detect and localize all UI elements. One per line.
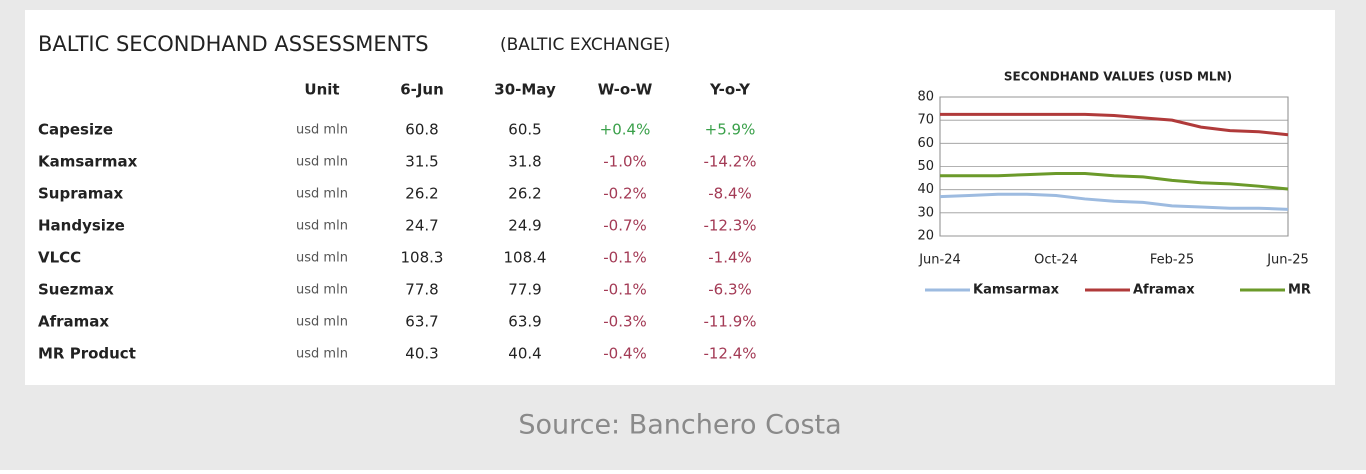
legend-label: Aframax: [1133, 283, 1195, 298]
cell: 60.5: [508, 121, 541, 139]
cell: 40.3: [405, 345, 438, 363]
cell: -0.1%: [603, 281, 647, 299]
row-label: Kamsarmax: [38, 153, 138, 171]
cell: -14.2%: [703, 153, 756, 171]
title: BALTIC SECONDHAND ASSESSMENTS: [38, 32, 429, 56]
cell: +0.4%: [600, 121, 651, 139]
cell: -1.0%: [603, 153, 647, 171]
cell: -0.1%: [603, 249, 647, 267]
cell: 108.4: [504, 249, 547, 267]
column-header: W-o-W: [598, 81, 653, 99]
cell: 31.8: [508, 153, 541, 171]
chart-title: SECONDHAND VALUES (USD MLN): [1004, 70, 1232, 84]
cell: usd mln: [296, 187, 348, 202]
y-tick-label: 50: [917, 159, 934, 174]
cell: 31.5: [405, 153, 438, 171]
cell: 26.2: [508, 185, 541, 203]
cell: -8.4%: [708, 185, 752, 203]
cell: -12.4%: [703, 345, 756, 363]
cell: +5.9%: [705, 121, 756, 139]
legend-label: Kamsarmax: [973, 283, 1060, 298]
y-tick-label: 60: [917, 136, 934, 151]
series-line: [940, 112, 1289, 137]
y-tick-label: 40: [917, 182, 934, 197]
x-tick-label: Feb-25: [1150, 253, 1194, 268]
y-tick-label: 30: [917, 205, 934, 220]
row-label: Handysize: [38, 217, 125, 235]
cell: usd mln: [296, 347, 348, 362]
cell: usd mln: [296, 219, 348, 234]
row-label: Capesize: [38, 121, 113, 139]
cell: -0.3%: [603, 313, 647, 331]
cell: usd mln: [296, 315, 348, 330]
cell: -0.2%: [603, 185, 647, 203]
x-tick-label: Oct-24: [1034, 253, 1078, 268]
cell: -11.9%: [703, 313, 756, 331]
cell: 77.8: [405, 281, 438, 299]
column-header: 6-Jun: [400, 81, 444, 99]
x-tick-label: Jun-24: [918, 253, 961, 268]
legend-label: MR: [1288, 283, 1311, 298]
series-line: [940, 171, 1289, 191]
cell: 40.4: [508, 345, 541, 363]
cell: usd mln: [296, 251, 348, 266]
cell: 24.9: [508, 217, 541, 235]
column-header: 30-May: [494, 81, 556, 99]
y-tick-label: 80: [917, 90, 934, 105]
cell: -1.4%: [708, 249, 752, 267]
row-label: Aframax: [38, 313, 109, 331]
cell: -6.3%: [708, 281, 752, 299]
cell: 77.9: [508, 281, 541, 299]
row-label: Supramax: [38, 185, 123, 203]
x-tick-label: Jun-25: [1266, 253, 1309, 268]
row-label: Suezmax: [38, 281, 114, 299]
y-tick-label: 20: [917, 229, 934, 244]
cell: 63.7: [405, 313, 438, 331]
cell: -0.7%: [603, 217, 647, 235]
series-line: [939, 192, 1289, 211]
subtitle: (BALTIC EXCHANGE): [500, 35, 670, 55]
cell: usd mln: [296, 123, 348, 138]
row-label: VLCC: [38, 249, 81, 267]
cell: 60.8: [405, 121, 438, 139]
cell: usd mln: [296, 283, 348, 298]
cell: 24.7: [405, 217, 438, 235]
cell: 63.9: [508, 313, 541, 331]
cell: 108.3: [401, 249, 444, 267]
column-header: Y-o-Y: [709, 81, 751, 99]
cell: -12.3%: [703, 217, 756, 235]
source: Source: Banchero Costa: [518, 410, 841, 441]
cell: -0.4%: [603, 345, 647, 363]
column-header: Unit: [304, 81, 339, 99]
row-label: MR Product: [38, 345, 136, 363]
cell: usd mln: [296, 155, 348, 170]
y-tick-label: 70: [917, 113, 934, 128]
cell: 26.2: [405, 185, 438, 203]
